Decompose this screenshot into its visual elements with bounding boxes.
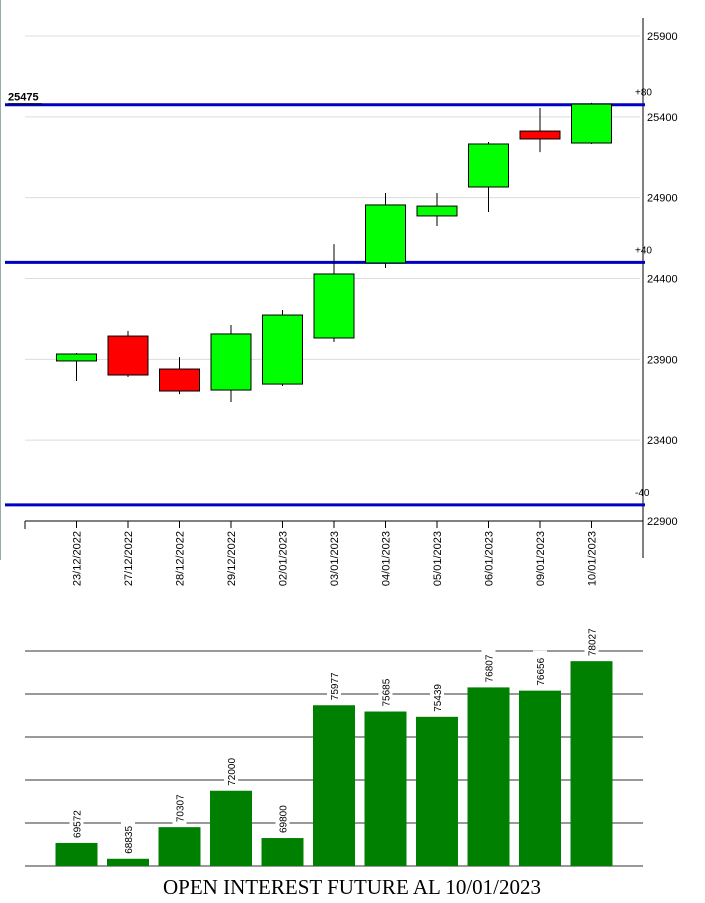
x-tick-label: 10/01/2023 [587, 531, 599, 586]
value-label: 69572 [73, 810, 84, 838]
y-tick-label: 22900 [647, 516, 678, 528]
level-value: 25475 [8, 92, 39, 104]
y-tick-label: 25900 [647, 31, 678, 43]
candle-body [210, 333, 252, 391]
y-tick-label: 24400 [647, 274, 678, 286]
x-tick-label: 03/01/2023 [329, 531, 341, 586]
bar [313, 705, 355, 866]
y-tick-label: 23400 [647, 435, 678, 447]
value-label: 78027 [588, 628, 599, 656]
x-tick-label: 06/01/2023 [484, 531, 496, 586]
value-label: 75439 [433, 684, 444, 712]
bar [55, 842, 98, 866]
value-label-bg [172, 787, 187, 825]
level-label: +40 [635, 245, 652, 256]
y-tick-label: 23900 [647, 354, 678, 366]
x-tick-label: 28/12/2022 [175, 531, 187, 586]
candle-body [56, 353, 97, 362]
bar [261, 838, 304, 866]
value-label-bg [378, 671, 393, 709]
x-tick-label: 29/12/2022 [226, 531, 238, 586]
candle-body [262, 314, 303, 385]
value-label: 76807 [485, 654, 496, 682]
bar [467, 687, 510, 866]
x-tick-label: 05/01/2023 [432, 531, 444, 586]
value-label: 72000 [227, 758, 238, 786]
value-label-bg [121, 818, 135, 856]
x-tick-label: 02/01/2023 [278, 531, 290, 586]
x-tick-label: 23/12/2022 [72, 531, 84, 586]
candle-body [519, 130, 561, 140]
value-label: 70307 [176, 794, 187, 822]
value-label-bg [533, 650, 547, 688]
value-label: 75977 [330, 672, 341, 700]
value-label-bg [327, 665, 341, 703]
bar [570, 661, 613, 866]
value-label-bg [430, 676, 444, 714]
y-tick-label: 24900 [647, 193, 678, 205]
value-label: 68835 [124, 826, 135, 854]
y-tick-label: 25400 [647, 112, 678, 124]
level-label: -40 [635, 488, 650, 499]
value-label: 75685 [382, 678, 393, 706]
value-label-bg [275, 798, 290, 836]
bar [364, 711, 407, 866]
bar [519, 690, 561, 866]
x-tick-label: 27/12/2022 [123, 531, 135, 586]
candle-body [365, 204, 406, 264]
bar [416, 716, 458, 866]
bar [158, 827, 201, 866]
value-label: 76656 [536, 657, 547, 685]
x-tick-label: 04/01/2023 [381, 531, 393, 586]
value-label-bg [584, 621, 599, 659]
candle-body [313, 273, 355, 339]
candle-body [107, 335, 149, 376]
bar [107, 858, 149, 866]
value-label-bg [481, 647, 496, 685]
chart-title: OPEN INTEREST FUTURE AL 10/01/2023 [163, 875, 541, 899]
candle-body [571, 103, 612, 144]
value-label-bg [224, 750, 238, 788]
candle-body [159, 368, 200, 392]
candle-body [468, 143, 509, 188]
value-label: 69800 [279, 805, 290, 833]
bar [210, 790, 252, 866]
candle-body [416, 205, 458, 217]
x-tick-label: 09/01/2023 [535, 531, 547, 586]
level-label: +80 [635, 88, 652, 99]
value-label-bg [69, 802, 84, 840]
